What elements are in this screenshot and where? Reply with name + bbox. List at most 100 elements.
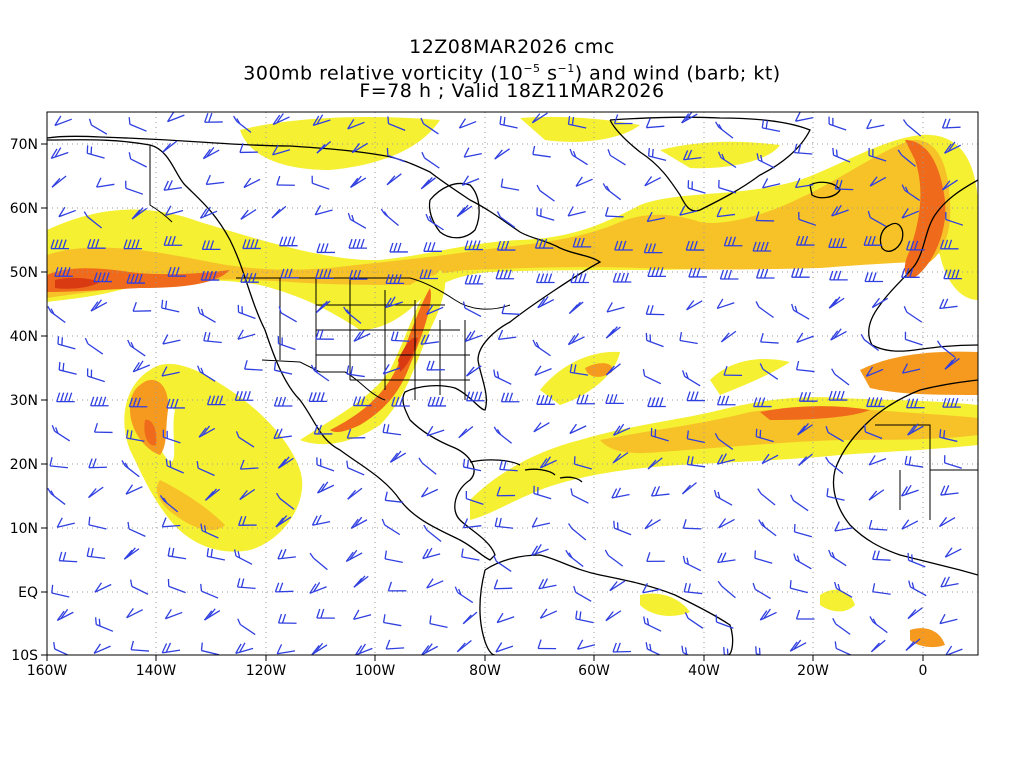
x-tick-label: 100W bbox=[355, 663, 396, 679]
wind-barb bbox=[540, 459, 557, 469]
wind-barb-flag bbox=[208, 270, 213, 281]
wind-barb bbox=[87, 375, 105, 383]
wind-barb-flag bbox=[570, 488, 574, 496]
wind-barb bbox=[423, 123, 439, 135]
wind-barb bbox=[203, 149, 220, 160]
wind-barb bbox=[836, 587, 853, 598]
wind-barb bbox=[49, 465, 68, 469]
wind-barb-flag bbox=[941, 118, 947, 129]
wind-barb-flag bbox=[427, 396, 432, 407]
wind-barb-flag bbox=[252, 272, 257, 283]
wind-barb bbox=[575, 591, 592, 602]
wind-barb bbox=[167, 114, 185, 123]
wind-barb bbox=[239, 488, 256, 501]
wind-barb bbox=[901, 520, 919, 530]
wind-barb bbox=[534, 368, 552, 376]
wind-barb-flag bbox=[679, 332, 683, 341]
wind-barb-flag bbox=[721, 153, 725, 161]
wind-barb-flag bbox=[536, 184, 541, 191]
wind-barb bbox=[384, 558, 403, 563]
wind-barb-flag bbox=[308, 392, 313, 402]
wind-barb-flag bbox=[914, 240, 919, 251]
wind-barb-flag bbox=[645, 642, 648, 650]
wind-barb-flag bbox=[870, 397, 875, 407]
wind-barb bbox=[351, 142, 368, 154]
wind-barb bbox=[316, 464, 335, 472]
wind-barb-flag bbox=[794, 305, 798, 313]
wind-barb-flag bbox=[905, 641, 915, 651]
wind-barb-flag bbox=[642, 583, 648, 594]
wind-barb-flag bbox=[941, 180, 951, 191]
wind-barb-flag bbox=[717, 491, 721, 499]
wind-barb-flag bbox=[945, 645, 953, 655]
wind-barb-flag bbox=[763, 608, 771, 619]
wind-barb-flag bbox=[834, 179, 839, 190]
wind-barb-flag bbox=[565, 549, 570, 556]
wind-barb bbox=[162, 649, 181, 654]
wind-barb-flag bbox=[605, 611, 614, 622]
wind-barb-flag bbox=[204, 112, 209, 123]
wind-barb-flag bbox=[349, 549, 358, 560]
wind-barb-flag bbox=[573, 364, 577, 374]
wind-barb-flag bbox=[356, 396, 362, 406]
wind-barb-flag bbox=[90, 396, 95, 406]
wind-barb-flag bbox=[765, 120, 769, 129]
wind-barb-flag bbox=[64, 392, 69, 402]
wind-barb-flag bbox=[200, 270, 205, 281]
wind-barb-flag bbox=[128, 117, 131, 125]
wind-barb bbox=[390, 452, 407, 463]
wind-barb-flag bbox=[497, 329, 504, 340]
wind-barb-flag bbox=[616, 642, 621, 653]
wind-barb-flag bbox=[242, 515, 247, 526]
wind-barb-flag bbox=[132, 301, 137, 312]
wind-barb-flag bbox=[602, 183, 607, 190]
wind-barb bbox=[901, 210, 919, 219]
wind-barb-flag bbox=[608, 326, 618, 337]
wind-barb-flag bbox=[828, 238, 833, 248]
wind-barb bbox=[679, 210, 698, 216]
wind-barb-flag bbox=[205, 174, 211, 185]
vorticity-blob-atlantic-orange bbox=[585, 363, 613, 377]
wind-barb-flag bbox=[456, 206, 466, 217]
wind-barb-flag bbox=[944, 485, 950, 495]
wind-barb-flag bbox=[66, 267, 71, 277]
wind-barb bbox=[644, 519, 661, 530]
wind-barb-flag bbox=[538, 579, 545, 590]
wind-barb-flag bbox=[88, 516, 91, 525]
wind-barb bbox=[940, 345, 956, 358]
wind-barb-flag bbox=[53, 641, 56, 650]
wind-barb bbox=[715, 495, 733, 506]
wind-barb-flag bbox=[655, 397, 660, 407]
wind-barb-flag bbox=[604, 207, 609, 217]
wind-barb-flag bbox=[462, 301, 466, 309]
wind-barb-flag bbox=[203, 331, 207, 341]
wind-barb bbox=[346, 373, 365, 378]
wind-barb bbox=[309, 586, 327, 594]
wind-barb bbox=[570, 371, 589, 376]
wind-barb-flag bbox=[315, 329, 320, 340]
wind-barb-flag bbox=[320, 608, 325, 619]
wind-barb-flag bbox=[496, 240, 502, 251]
wind-barb bbox=[760, 493, 776, 506]
wind-barb-flag bbox=[461, 175, 470, 186]
wind-barb-flag bbox=[723, 365, 728, 376]
x-axis-labels: 160W 140W 120W 100W 80W 60W 40W 20W 0 bbox=[27, 663, 928, 679]
wind-barb-flag bbox=[575, 176, 583, 187]
wind-barb bbox=[463, 525, 482, 529]
wind-barb-flag bbox=[836, 238, 841, 248]
wind-barb bbox=[128, 528, 146, 537]
wind-barb-flag bbox=[723, 269, 729, 280]
wind-barb-flag bbox=[496, 612, 504, 623]
wind-barb-flag bbox=[420, 179, 430, 190]
wind-barb-flag bbox=[237, 618, 241, 625]
wind-barb-flag bbox=[97, 272, 102, 282]
wind-barb bbox=[165, 611, 183, 620]
wind-barb-flag bbox=[568, 552, 573, 559]
wind-barb-flag bbox=[682, 519, 687, 529]
wind-barb-flag bbox=[313, 582, 321, 593]
wind-barb-flag bbox=[206, 147, 215, 158]
wind-barb-flag bbox=[246, 239, 251, 249]
wind-barb bbox=[51, 592, 70, 598]
wind-barb-flag bbox=[244, 360, 248, 370]
wind-barb bbox=[905, 463, 924, 468]
